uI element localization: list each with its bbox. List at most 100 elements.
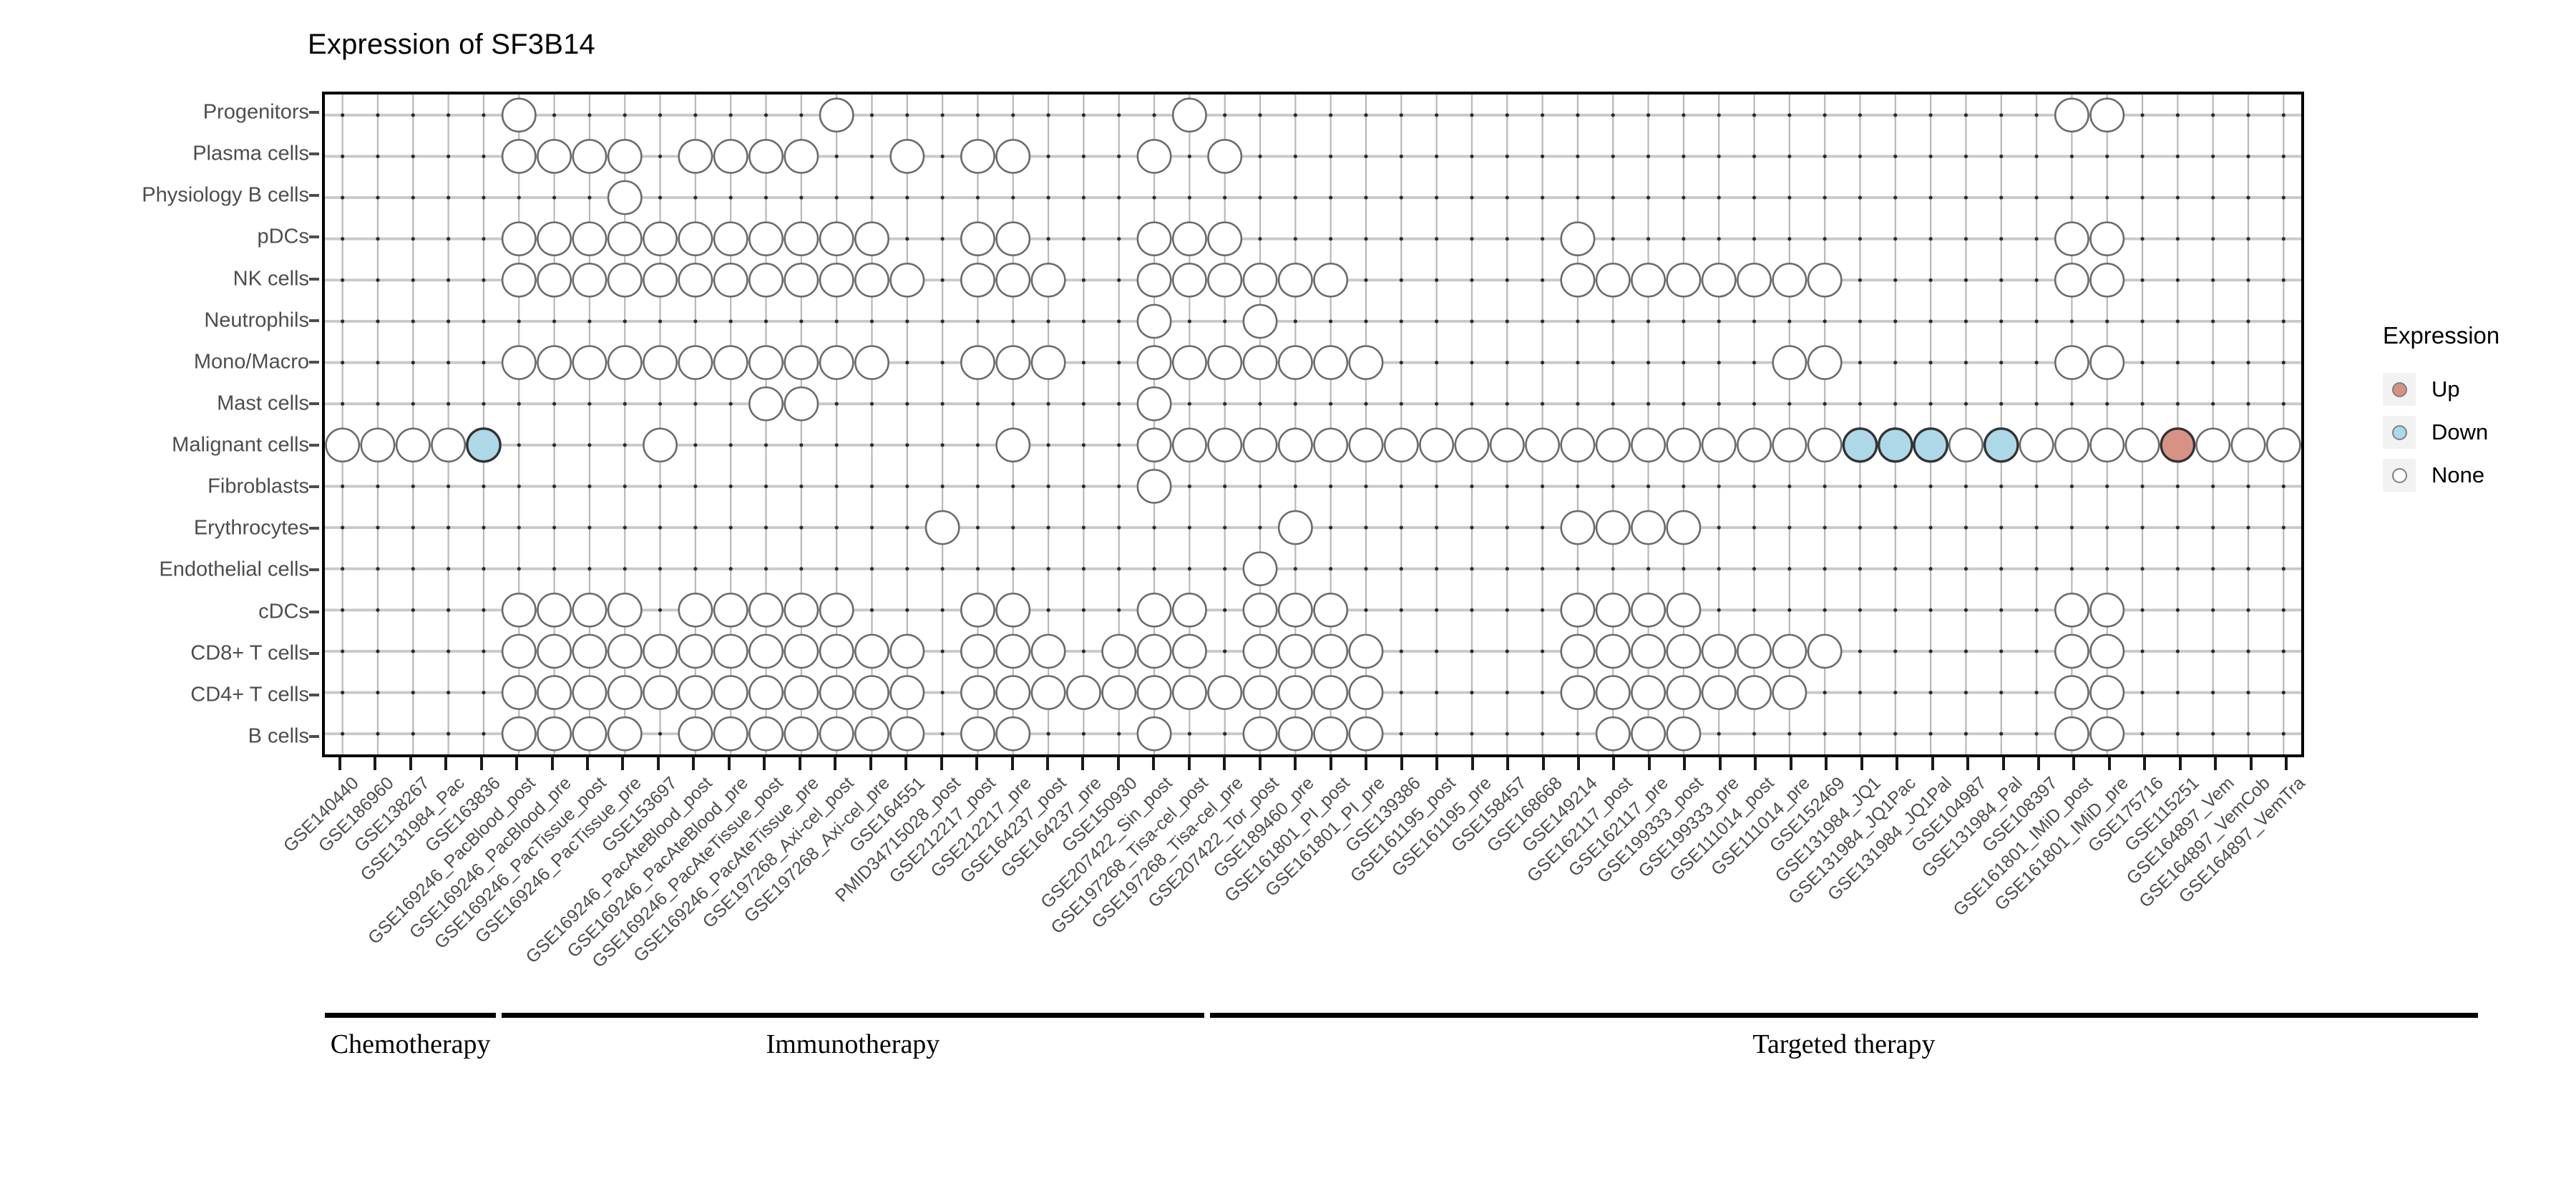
expression-dot [819,716,854,752]
expression-dot [325,427,361,463]
expression-dot [1030,675,1066,710]
expression-dot [1595,716,1631,752]
y-axis-label: Neutrophils [204,308,309,332]
expression-dot [1277,675,1313,710]
expression-dot [960,221,995,257]
expression-dot [643,345,678,380]
expression-dot [1136,386,1172,422]
x-axis-tick [1223,757,1226,770]
expression-dot [537,675,572,710]
x-axis-tick [1046,757,1050,770]
x-axis-tick [444,757,448,770]
expression-dot [1948,427,1984,463]
expression-dot [1807,633,1843,669]
expression-dot [1807,427,1843,463]
expression-dot [1207,675,1243,710]
x-axis-ticks [322,757,2304,770]
expression-dot [1101,633,1137,669]
legend: Expression Up Down None [2383,322,2569,497]
expression-dot [1277,510,1313,545]
x-axis-tick [1258,757,1262,770]
expression-dot [1560,633,1596,669]
group-label: Targeted therapy [1752,1029,1936,1059]
expression-dot [1383,427,1419,463]
expression-dot [1242,551,1278,587]
expression-dot [1171,427,1207,463]
expression-dot [748,386,784,422]
expression-dot [678,716,713,752]
expression-dot [889,139,925,174]
expression-dot [607,675,643,710]
x-axis-tick [940,757,943,770]
expression-dot [889,262,925,298]
x-axis-tick [1081,757,1085,770]
expression-dot [1631,592,1667,628]
page-title: Expression of SF3B14 [308,29,595,60]
expression-dot [678,592,713,628]
expression-dot [2089,427,2125,463]
expression-dot [607,180,643,215]
expression-dot [537,592,572,628]
legend-item[interactable]: None [2383,454,2569,497]
y-axis-label: Erythrocytes [193,516,309,540]
expression-dot [1913,427,1949,463]
expression-dot [1277,633,1313,669]
legend-dot-icon [2391,381,2407,397]
x-axis-tick [2249,757,2253,770]
expression-dot [1772,345,1807,380]
legend-item[interactable]: Down [2383,411,2569,454]
expression-dot [1666,633,1702,669]
x-axis-tick [2214,757,2218,770]
expression-dot [537,633,572,669]
expression-dot [1136,427,1172,463]
expression-dot [2054,427,2089,463]
expression-dot [1207,221,1243,257]
expression-dot [537,221,572,257]
dot-plot-grid [325,94,2301,754]
expression-dot [572,675,608,710]
expression-dot [2265,427,2301,463]
expression-dot [1136,675,1172,710]
expression-dot [572,633,608,669]
expression-dot [924,510,960,545]
legend-item[interactable]: Up [2383,368,2569,411]
expression-dot [1171,221,1207,257]
expression-dot [854,675,889,710]
expression-dot [819,262,854,298]
y-axis-tick [309,194,319,198]
expression-dot [1631,427,1667,463]
expression-dot [1313,427,1349,463]
expression-dot [607,633,643,669]
expression-dot [1171,262,1207,298]
y-axis-tick [309,444,319,447]
expression-dot [395,427,431,463]
expression-dot [960,716,995,752]
legend-dot-icon [2391,467,2407,483]
expression-dot [1313,345,1349,380]
y-axis-label: Progenitors [203,100,309,124]
x-axis-tick [2037,757,2041,770]
expression-dot [995,221,1031,257]
expression-dot [1313,633,1349,669]
expression-dot [1595,262,1631,298]
expression-dot [1807,262,1843,298]
expression-dot [1065,675,1101,710]
expression-dot [2054,675,2089,710]
expression-dot [1737,633,1772,669]
expression-dot [1136,221,1172,257]
y-axis-tick [309,360,319,364]
expression-dot [1560,675,1596,710]
expression-dot [1348,633,1384,669]
x-axis-tick [798,757,801,770]
expression-dot [501,675,537,710]
expression-dot [995,675,1031,710]
expression-dot [2054,97,2089,133]
expression-dot [1136,633,1172,669]
expression-dot [1277,592,1313,628]
expression-dot [1242,716,1278,752]
legend-swatch [2383,416,2416,449]
expression-dot [2019,427,2054,463]
expression-dot [1701,675,1737,710]
expression-dot [572,262,608,298]
expression-dot [1136,716,1172,752]
